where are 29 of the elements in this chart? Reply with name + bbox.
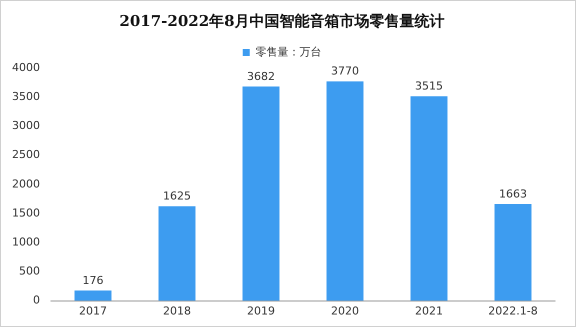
- x-tick-label: 2021: [415, 304, 443, 318]
- y-tick-label: 1000: [12, 235, 40, 248]
- bar: [242, 86, 280, 301]
- data-label: 176: [82, 274, 104, 287]
- bar: [326, 81, 364, 301]
- x-tick-label: 2020: [331, 304, 359, 318]
- bar: [158, 206, 196, 301]
- data-label: 3770: [331, 64, 359, 78]
- y-tick-label: 500: [18, 264, 40, 278]
- data-label: 3682: [246, 70, 275, 83]
- y-tick-label: 2500: [12, 148, 40, 162]
- x-tick-label: 2018: [162, 304, 191, 318]
- bar: [74, 290, 112, 301]
- data-label: 1663: [499, 187, 527, 200]
- bar: [410, 96, 448, 301]
- y-tick-label: 0: [32, 294, 40, 307]
- x-tick-label: 2019: [246, 304, 275, 318]
- x-tick-label: 2022.1-8: [488, 304, 538, 318]
- y-tick-label: 3500: [12, 90, 40, 103]
- y-tick-label: 2000: [12, 177, 40, 190]
- y-tick-label: 4000: [12, 60, 40, 74]
- y-tick-label: 3000: [12, 119, 40, 132]
- x-tick-label: 2017: [78, 304, 107, 318]
- legend-label: 零售量：万台: [255, 45, 322, 58]
- data-label: 3515: [415, 80, 443, 93]
- chart-title: 2017-2022年8月中国智能音箱市场零售量统计: [119, 12, 445, 30]
- bar: [494, 204, 532, 301]
- y-tick-label: 1500: [12, 206, 40, 220]
- data-label: 1625: [162, 190, 191, 203]
